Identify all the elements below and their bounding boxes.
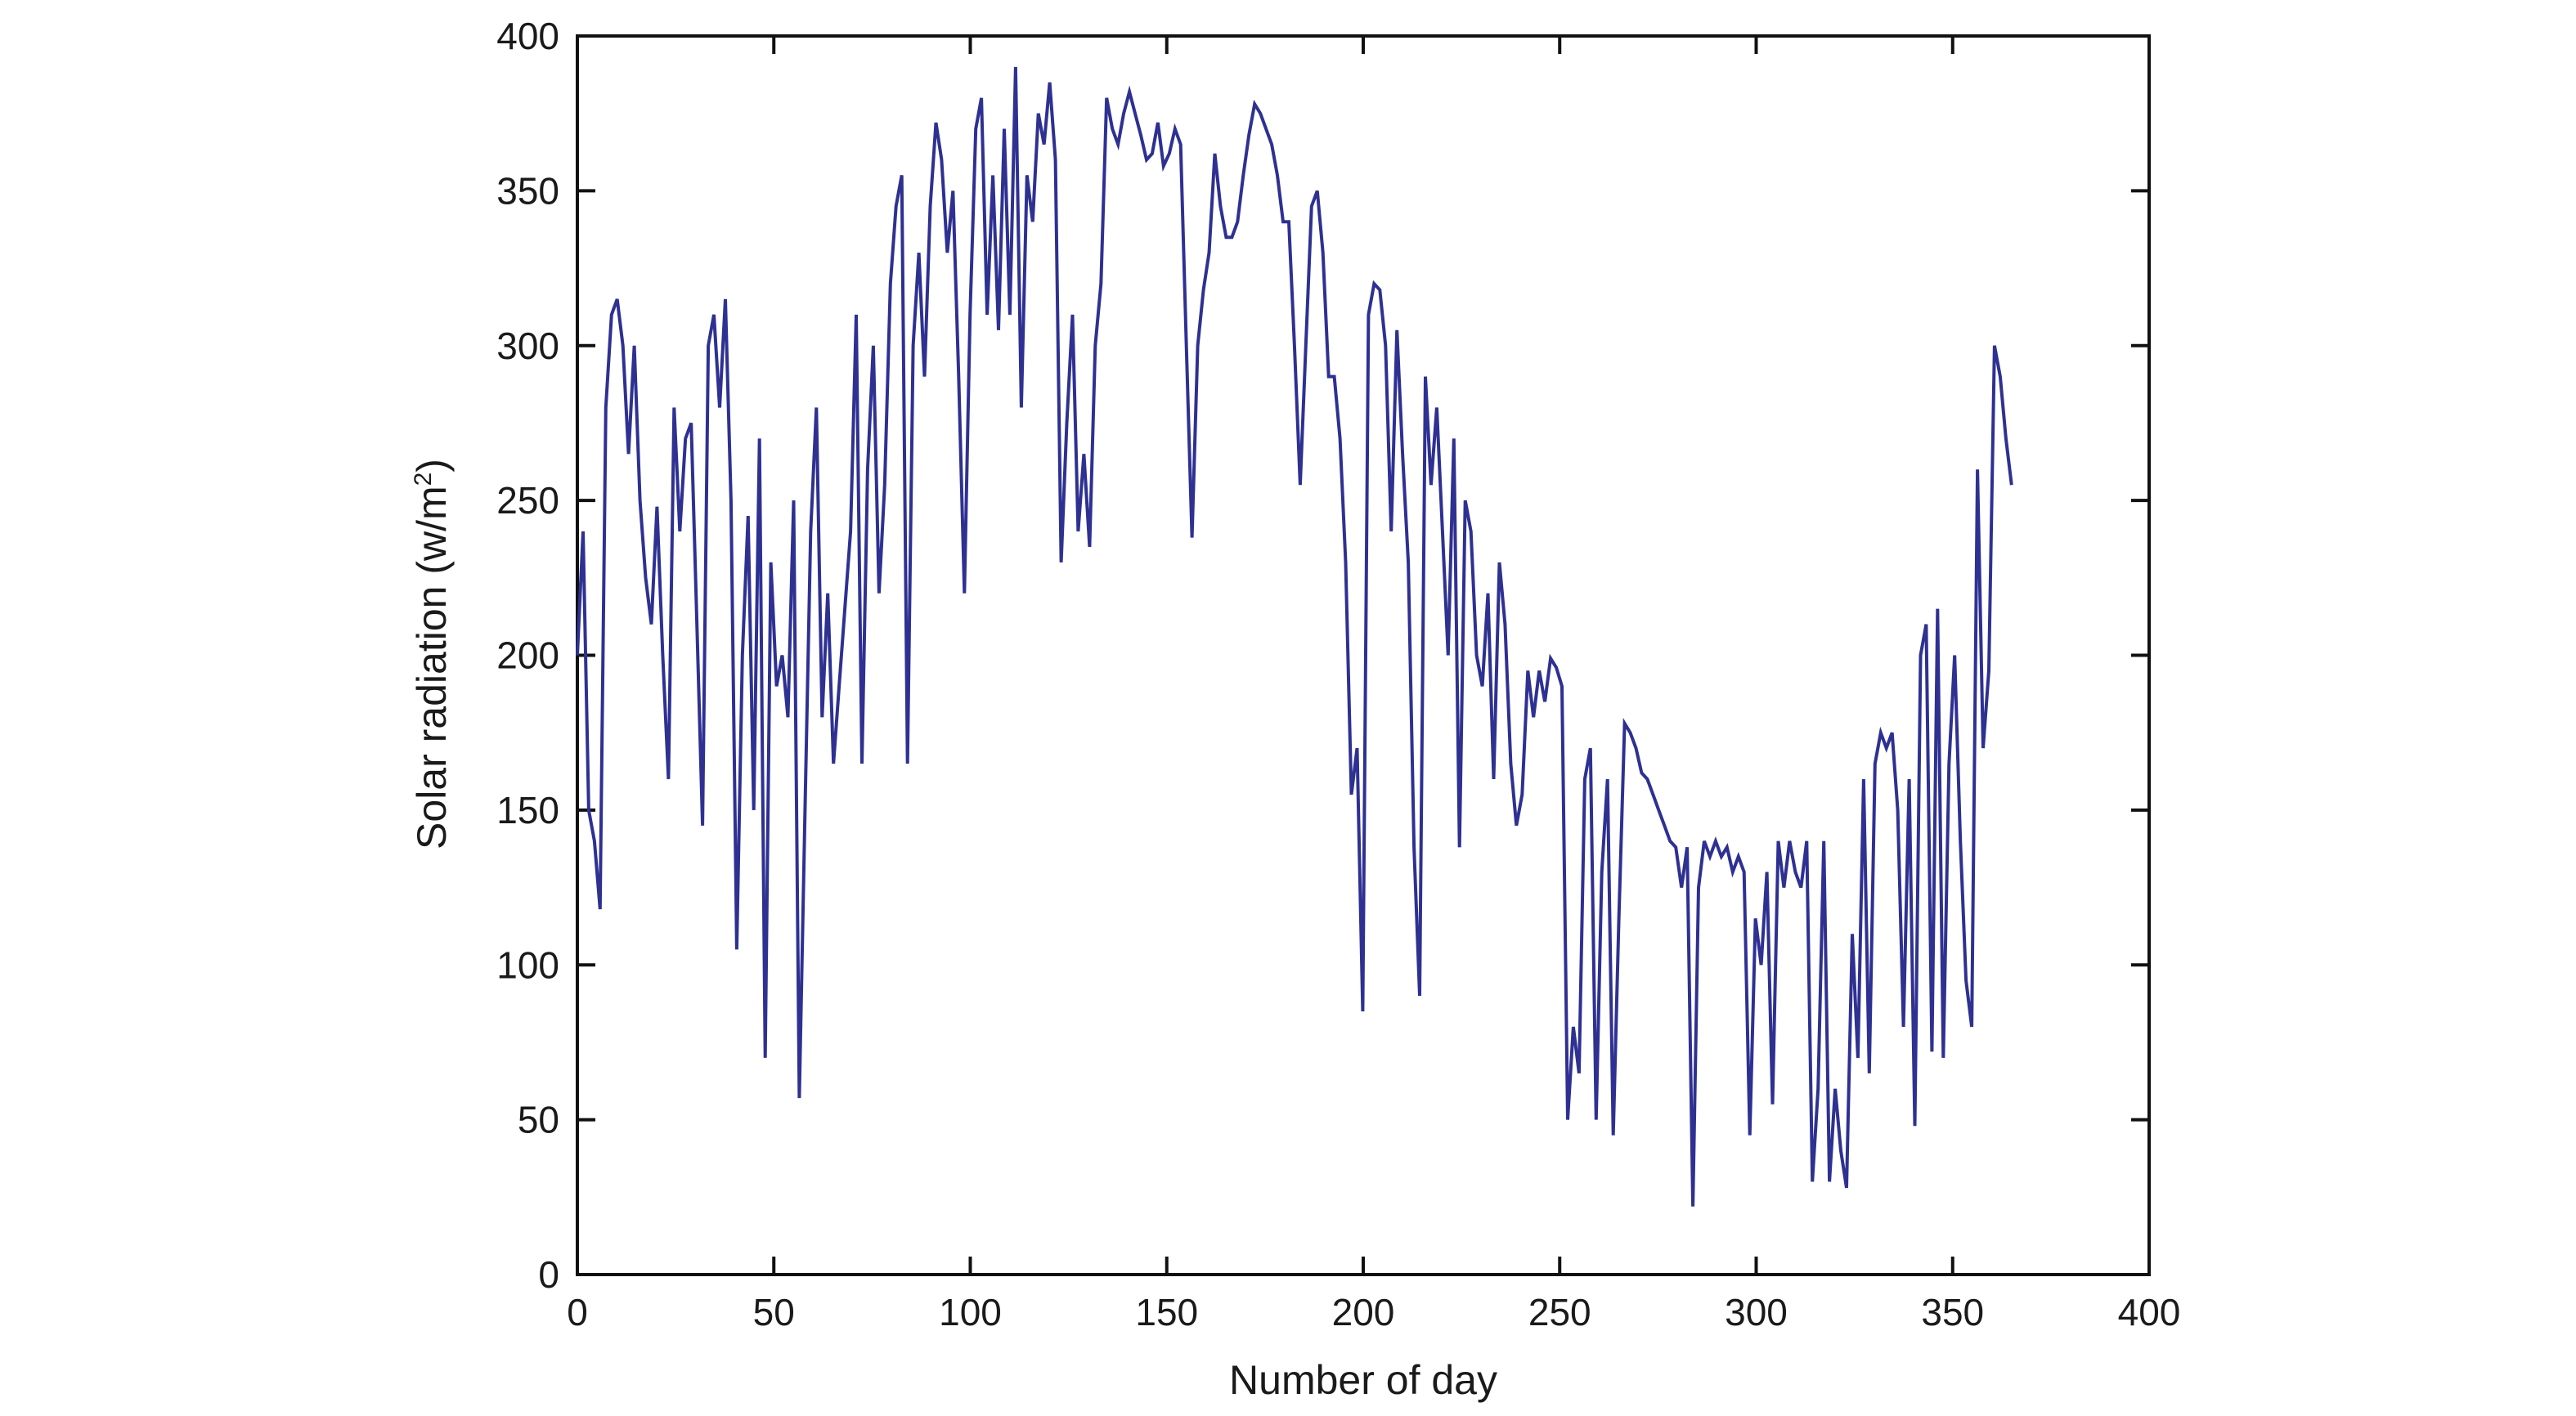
y-tick-label: 350 xyxy=(496,169,559,212)
x-tick-label: 250 xyxy=(1528,1291,1591,1333)
y-tick-label: 150 xyxy=(496,789,559,831)
y-tick-label: 200 xyxy=(496,634,559,677)
series-line xyxy=(576,66,2013,1207)
x-tick-label: 200 xyxy=(1332,1291,1395,1333)
x-tick-label: 150 xyxy=(1135,1291,1198,1333)
x-tick-label: 100 xyxy=(939,1291,1002,1333)
x-tick-label: 50 xyxy=(753,1291,795,1333)
x-tick-label: 400 xyxy=(2118,1291,2181,1333)
y-tick-label: 250 xyxy=(496,479,559,522)
x-tick-label: 300 xyxy=(1725,1291,1788,1333)
x-tick-labels: 0 50 100 150 200 250 300 350 400 xyxy=(567,1291,2180,1333)
y-axis-label-end: ) xyxy=(409,459,455,473)
y-tick-label: 100 xyxy=(496,943,559,986)
axis-ticks xyxy=(576,34,2151,1276)
x-tick-label: 0 xyxy=(567,1291,588,1333)
y-axis-label: Solar radiation (w/m2) xyxy=(409,459,455,849)
y-tick-label: 0 xyxy=(538,1253,559,1296)
y-tick-label: 50 xyxy=(518,1099,559,1141)
y-axis-label-main: Solar radiation (w/m xyxy=(409,486,455,849)
y-tick-label: 300 xyxy=(496,325,559,367)
x-tick-label: 350 xyxy=(1921,1291,1984,1333)
x-axis-label: Number of day xyxy=(1229,1357,1497,1403)
y-axis-label-sup: 2 xyxy=(410,473,437,486)
y-tick-labels: 0 50 100 150 200 250 300 350 400 xyxy=(496,15,559,1296)
y-tick-label: 400 xyxy=(496,15,559,57)
